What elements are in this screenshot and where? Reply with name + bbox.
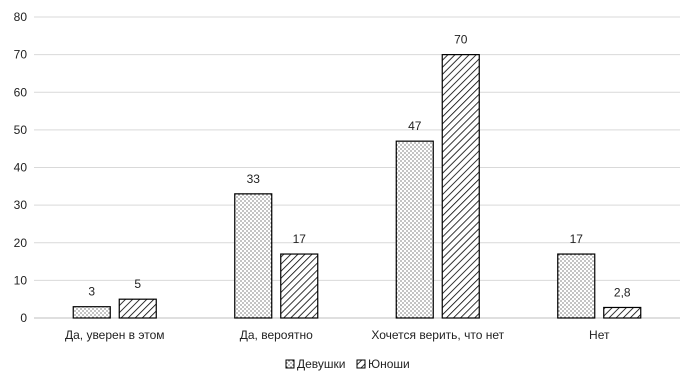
data-label: 33 <box>247 172 261 186</box>
x-tick-label: Да, вероятно <box>240 328 313 342</box>
bar-boys <box>280 253 319 319</box>
y-tick-label: 10 <box>14 273 28 287</box>
x-tick-label: Да, уверен в этом <box>65 328 165 342</box>
y-tick-label: 50 <box>14 123 28 137</box>
bar-girls <box>234 193 273 319</box>
y-tick-label: 20 <box>14 236 28 250</box>
bars <box>72 54 642 319</box>
y-axis-ticks: 0 10 20 30 40 50 60 70 80 <box>14 10 28 325</box>
gridlines <box>34 16 680 319</box>
x-axis-ticks: Да, уверен в этом Да, вероятно Хочется вер… <box>65 328 610 342</box>
data-label: 47 <box>408 119 422 133</box>
bar-boys <box>603 306 642 319</box>
y-tick-label: 0 <box>20 311 27 325</box>
bar-boys <box>118 298 157 319</box>
legend-swatch <box>356 359 366 369</box>
bar-girls <box>395 140 434 319</box>
x-tick-label: Хочется верить, что нет <box>371 328 504 342</box>
data-label: 3 <box>88 285 95 299</box>
legend: Девушки Юноши <box>285 357 410 371</box>
bar-girls <box>557 253 596 319</box>
data-label: 17 <box>293 232 307 246</box>
y-tick-label: 80 <box>14 10 28 24</box>
bar-boys <box>441 54 480 319</box>
data-label: 17 <box>570 232 584 246</box>
y-tick-label: 40 <box>14 161 28 175</box>
data-labels: 3 5 33 17 47 70 17 2,8 <box>88 33 631 300</box>
legend-swatch <box>285 359 295 369</box>
bar-girls <box>72 306 111 319</box>
legend-label: Девушки <box>297 357 346 371</box>
data-label: 5 <box>134 277 141 291</box>
x-tick-label: Нет <box>589 328 610 342</box>
legend-label: Юноши <box>368 357 410 371</box>
data-label: 70 <box>454 33 468 47</box>
y-tick-label: 70 <box>14 48 28 62</box>
y-tick-label: 60 <box>14 85 28 99</box>
y-tick-label: 30 <box>14 198 28 212</box>
data-label: 2,8 <box>614 285 631 299</box>
